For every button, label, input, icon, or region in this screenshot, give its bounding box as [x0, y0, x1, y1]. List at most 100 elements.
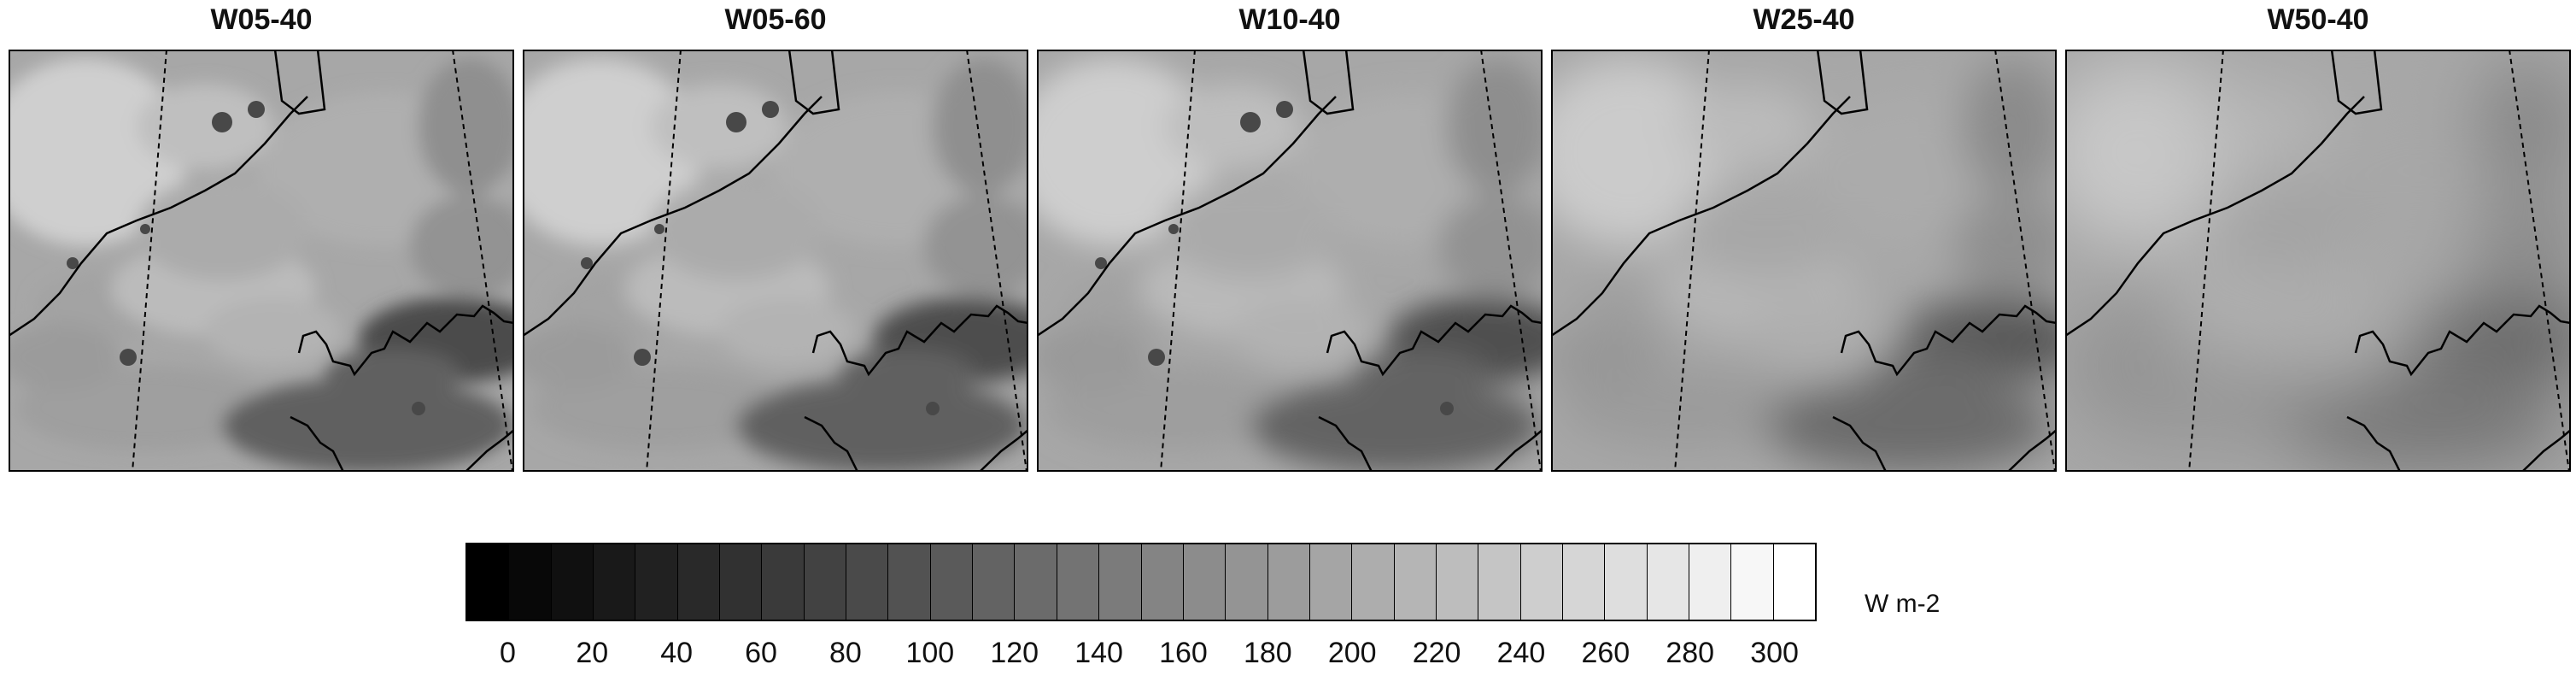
- colorbar: [465, 543, 1817, 621]
- cloud-field-patch: [2262, 297, 2398, 366]
- cloud-field-patch: [410, 195, 514, 297]
- colorbar-cell: [1141, 544, 1184, 620]
- longitude-line: [646, 50, 1027, 472]
- cloud-field-patch: [1165, 178, 1336, 280]
- colorbar-cell: [1562, 544, 1606, 620]
- panel-title: W05-60: [724, 3, 827, 36]
- longitude-line: [132, 50, 513, 472]
- land-patch: [654, 224, 664, 234]
- land-patch: [248, 101, 265, 118]
- land-patch: [1148, 349, 1165, 366]
- cloud-field-patch: [719, 297, 856, 366]
- land-patch: [726, 112, 746, 132]
- land-patch: [926, 402, 940, 415]
- colorbar-cell: [1436, 544, 1479, 620]
- longitude-line: [2188, 50, 2570, 472]
- colorbar-cell: [1689, 544, 1732, 620]
- cloud-field-patch: [651, 178, 822, 280]
- colorbar-cell: [846, 544, 889, 620]
- cloud-field-patch: [2381, 349, 2518, 400]
- colorbar-unit-label: W m-2: [1865, 590, 1941, 618]
- cloud-field-patch: [9, 323, 120, 391]
- cloud-field-patch: [205, 297, 342, 366]
- coastline: [9, 50, 514, 472]
- cloud-field-patch: [2467, 195, 2571, 297]
- colorbar-tick-label: 260: [1581, 637, 1630, 669]
- colorbar-tick-label: 180: [1243, 637, 1292, 669]
- map-field: [9, 50, 514, 472]
- cloud-field-patch: [2279, 379, 2569, 472]
- land-patch: [1440, 402, 1454, 415]
- colorbar-cell: [888, 544, 931, 620]
- colorbar-cell: [635, 544, 678, 620]
- cloud-field-patch: [1447, 58, 1543, 195]
- colorbar-cell: [677, 544, 721, 620]
- colorbar-cell: [930, 544, 974, 620]
- colorbar-cell: [1268, 544, 1310, 620]
- colorbar-tick-label: 200: [1327, 637, 1377, 669]
- colorbar-cell: [762, 544, 805, 620]
- coastline: [2065, 50, 2571, 472]
- cloud-field-patch: [2475, 58, 2571, 195]
- cloud-field-patch: [1679, 178, 1850, 280]
- colorbar-cell: [1015, 544, 1057, 620]
- longitude-line: [1674, 50, 2056, 472]
- land-patch: [140, 224, 150, 234]
- cloud-field-patch: [1765, 379, 2055, 472]
- map-panel: [1551, 50, 2057, 472]
- land-patch: [762, 101, 779, 118]
- cloud-field-patch: [1961, 58, 2057, 195]
- land-patch: [1095, 257, 1107, 269]
- cloud-field-patch: [933, 58, 1028, 195]
- panel-title: W05-40: [210, 3, 313, 36]
- colorbar-cell: [1478, 544, 1521, 620]
- cloud-field-patch: [1438, 195, 1543, 297]
- land-patch: [412, 402, 425, 415]
- map-panel: [2065, 50, 2571, 472]
- colorbar-tick-label: 100: [905, 637, 955, 669]
- colorbar-cell: [594, 544, 636, 620]
- colorbar-cell: [1731, 544, 1774, 620]
- colorbar-cell: [1099, 544, 1142, 620]
- land-patch: [120, 349, 137, 366]
- colorbar-cell: [804, 544, 847, 620]
- colorbar-cell: [1226, 544, 1268, 620]
- colorbar-tick-label: 20: [576, 637, 609, 669]
- panel-title: W10-40: [1238, 3, 1341, 36]
- land-patch: [1276, 101, 1293, 118]
- colorbar-tick-label: 160: [1159, 637, 1208, 669]
- land-patch: [1240, 112, 1261, 132]
- map-field: [1037, 50, 1543, 472]
- cloud-field-patch: [137, 84, 273, 169]
- colorbar-cell: [720, 544, 763, 620]
- cloud-field-patch: [1353, 349, 1490, 400]
- colorbar-cell: [1183, 544, 1227, 620]
- colorbar-cell: [973, 544, 1016, 620]
- land-patch: [67, 257, 79, 269]
- colorbar-cell: [1647, 544, 1689, 620]
- cloud-field-patch: [1037, 323, 1148, 391]
- colorbar-cell: [509, 544, 552, 620]
- cloud-field-patch: [1551, 323, 1662, 391]
- cloud-field-patch: [523, 323, 634, 391]
- longitude-line: [1160, 50, 1542, 472]
- panel-title: W25-40: [1753, 3, 1855, 36]
- cloud-field-patch: [1952, 195, 2057, 297]
- cloud-field-patch: [1037, 58, 1216, 246]
- cloud-field-patch: [924, 195, 1028, 297]
- colorbar-tick-label: 60: [745, 637, 777, 669]
- colorbar-cell: [1520, 544, 1563, 620]
- coastline: [1037, 50, 1543, 472]
- cloud-field-patch: [1748, 297, 1884, 366]
- colorbar-tick-label: 140: [1074, 637, 1123, 669]
- cloud-field-patch: [1250, 379, 1541, 472]
- map-field: [2065, 50, 2571, 472]
- coastline: [1551, 50, 2057, 472]
- colorbar-tick-label: 0: [499, 637, 516, 669]
- colorbar-cell: [1309, 544, 1353, 620]
- panel-title: W50-40: [2267, 3, 2369, 36]
- cloud-field-patch: [1165, 84, 1302, 169]
- cloud-field-patch: [9, 58, 188, 246]
- land-patch: [1168, 224, 1179, 234]
- cloud-field-patch: [1551, 58, 1730, 246]
